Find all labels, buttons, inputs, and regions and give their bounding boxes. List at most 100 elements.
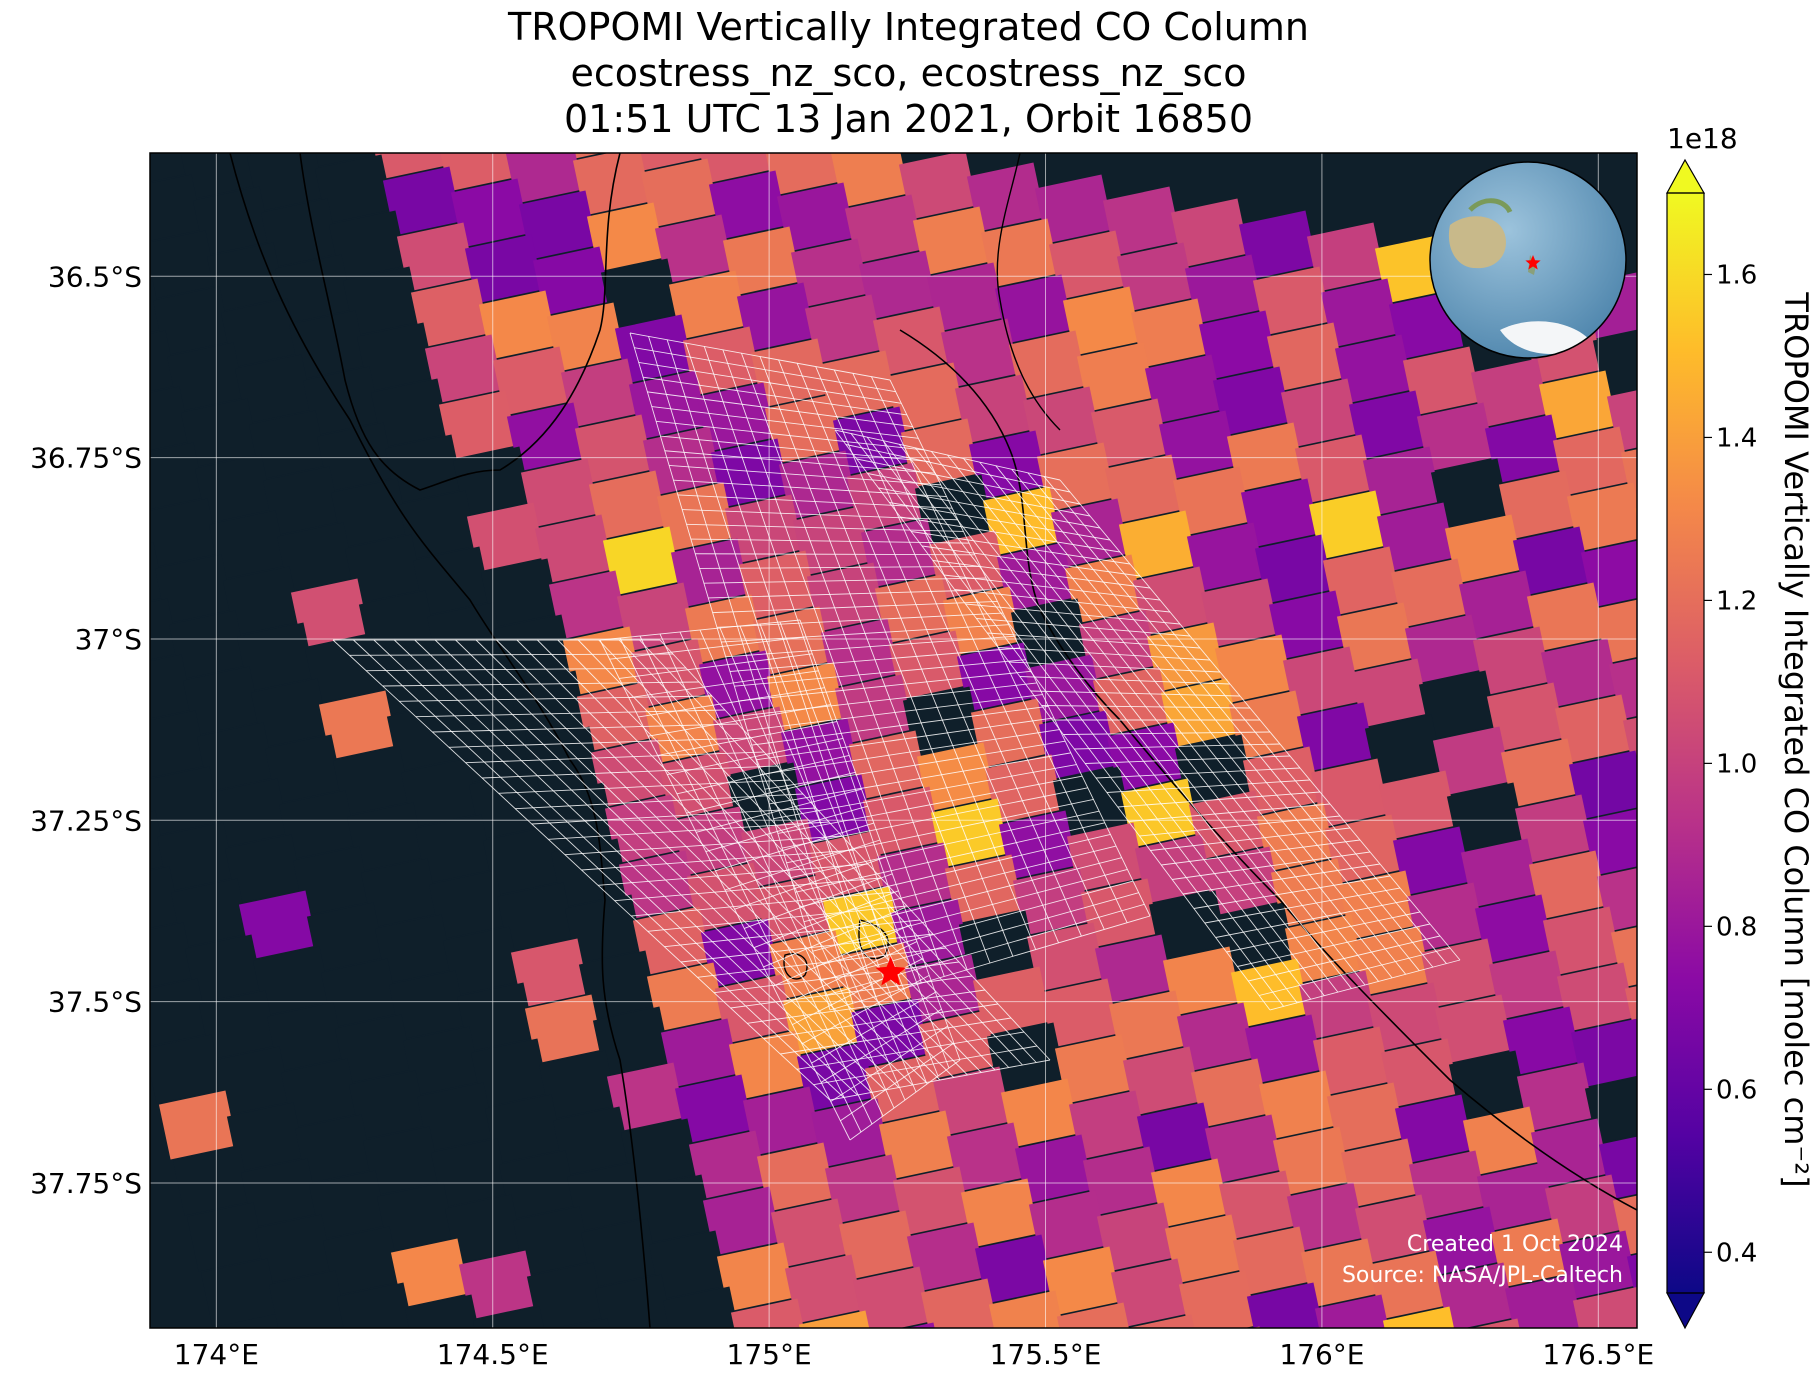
- co-pixel: [1312, 1026, 1392, 1096]
- swath-line: [656, 420, 924, 451]
- co-pixel: [156, 822, 236, 892]
- co-pixel: [1594, 594, 1637, 664]
- co-pixel: [1296, 702, 1376, 772]
- co-pixel: [208, 510, 288, 580]
- graticule: [150, 153, 1637, 1328]
- co-pixel: [322, 1226, 402, 1296]
- co-pixel: [240, 1158, 320, 1228]
- swath-line: [830, 1025, 948, 1102]
- co-pixel: [1446, 782, 1526, 852]
- swath-line: [448, 737, 752, 748]
- co-pixel: [1406, 882, 1486, 952]
- co-pixel: [550, 838, 630, 908]
- lon-tick-label: 176°E: [1279, 1338, 1364, 1371]
- co-pixel: [648, 1230, 728, 1300]
- co-pixel: [334, 1014, 414, 1084]
- co-pixel: [674, 1074, 754, 1144]
- swath-line: [856, 458, 1081, 505]
- swath-line: [965, 603, 1181, 625]
- title-line-1: TROPOMI Vertically Integrated CO Column: [508, 5, 1309, 49]
- co-pixel: [150, 442, 206, 512]
- co-pixel: [572, 153, 652, 216]
- swath-line: [820, 1008, 942, 1083]
- new-guinea-shape: [1468, 198, 1513, 214]
- co-pixel: [1554, 694, 1634, 764]
- swath-line: [531, 807, 817, 825]
- co-pixel: [384, 434, 464, 504]
- co-pixel: [1404, 614, 1484, 684]
- swath-line: [1226, 911, 1421, 953]
- swath-line: [747, 694, 1043, 731]
- co-pixel: [1170, 198, 1250, 268]
- swath-line: [664, 919, 921, 948]
- co-pixel: [1056, 1302, 1136, 1328]
- co-pixel: [1570, 1018, 1637, 1088]
- co-pixel: [1026, 922, 1106, 992]
- co-pixel: [1040, 978, 1120, 1048]
- swath-line: [696, 788, 862, 833]
- globe-site-star: [1525, 255, 1541, 270]
- co-pixel: [862, 786, 942, 856]
- co-pixel: [640, 158, 720, 228]
- co-pixel: [904, 954, 984, 1024]
- lon-tick-label: 175.5°E: [990, 1338, 1102, 1371]
- co-pixel: [988, 1290, 1068, 1328]
- co-pixel: [1390, 558, 1470, 628]
- co-pixel: [158, 1090, 238, 1160]
- co-pixel: [1136, 1102, 1216, 1172]
- co-pixel: [1076, 342, 1156, 412]
- co-pixel: [526, 1262, 606, 1328]
- colorbar-gradient: [1667, 193, 1704, 1293]
- co-pixel: [226, 1102, 306, 1172]
- co-pixel: [1350, 658, 1430, 728]
- swath-line: [1269, 959, 1461, 1011]
- co-pixel: [1022, 386, 1102, 456]
- co-pixel: [150, 766, 222, 836]
- swath-line: [686, 771, 856, 814]
- co-pixel: [906, 1222, 986, 1292]
- swath-line: [756, 717, 1054, 761]
- swath-line: [628, 670, 819, 699]
- co-pixel: [1516, 1062, 1596, 1132]
- co-pixel: [968, 430, 1048, 500]
- co-pixel: [254, 1214, 334, 1284]
- co-pixel: [194, 454, 274, 524]
- co-pixel: [1470, 358, 1550, 428]
- co-pixel: [866, 1322, 946, 1328]
- co-pixel: [330, 478, 410, 548]
- co-pixel: [150, 230, 218, 300]
- co-pixel: [1592, 326, 1637, 396]
- latitude-tick-labels: 36.5°S 36.75°S 37°S 37.25°S 37.5°S 37.75°S: [30, 260, 142, 1200]
- co-pixel: [984, 754, 1064, 824]
- co-pixel: [1324, 814, 1404, 884]
- co-pixel: [382, 166, 462, 236]
- co-pixel: [290, 578, 370, 648]
- co-pixel: [688, 1130, 768, 1200]
- co-pixel: [165, 75, 243, 144]
- co-pixel: [1028, 1190, 1108, 1260]
- co-pixel: [1052, 766, 1132, 836]
- co-pixel: [320, 958, 400, 1028]
- co-pixel: [1612, 1186, 1637, 1256]
- site-star-marker: [875, 956, 906, 986]
- co-pixel: [1280, 378, 1360, 448]
- co-pixel: [564, 894, 644, 964]
- co-pixel: [878, 1110, 958, 1180]
- swath-line: [1193, 875, 1391, 909]
- co-pixel: [944, 854, 1024, 924]
- co-pixel: [276, 522, 356, 592]
- swath-line: [642, 376, 908, 416]
- co-pixel: [804, 294, 884, 364]
- co-pixel: [546, 302, 626, 372]
- co-pixel: [1430, 458, 1510, 528]
- co-pixel: [234, 354, 314, 424]
- co-pixel: [660, 1018, 740, 1088]
- co-pixel: [654, 214, 734, 284]
- lat-tick-label: 37.75°S: [30, 1167, 142, 1200]
- co-pixel: [1272, 1126, 1352, 1196]
- co-pixel: [848, 730, 928, 800]
- co-pixel: [1338, 870, 1418, 940]
- swath-line: [648, 704, 831, 737]
- title-line-2: ecostress_nz_sco, ecostress_nz_sco: [570, 51, 1247, 95]
- co-pixel: [150, 598, 180, 668]
